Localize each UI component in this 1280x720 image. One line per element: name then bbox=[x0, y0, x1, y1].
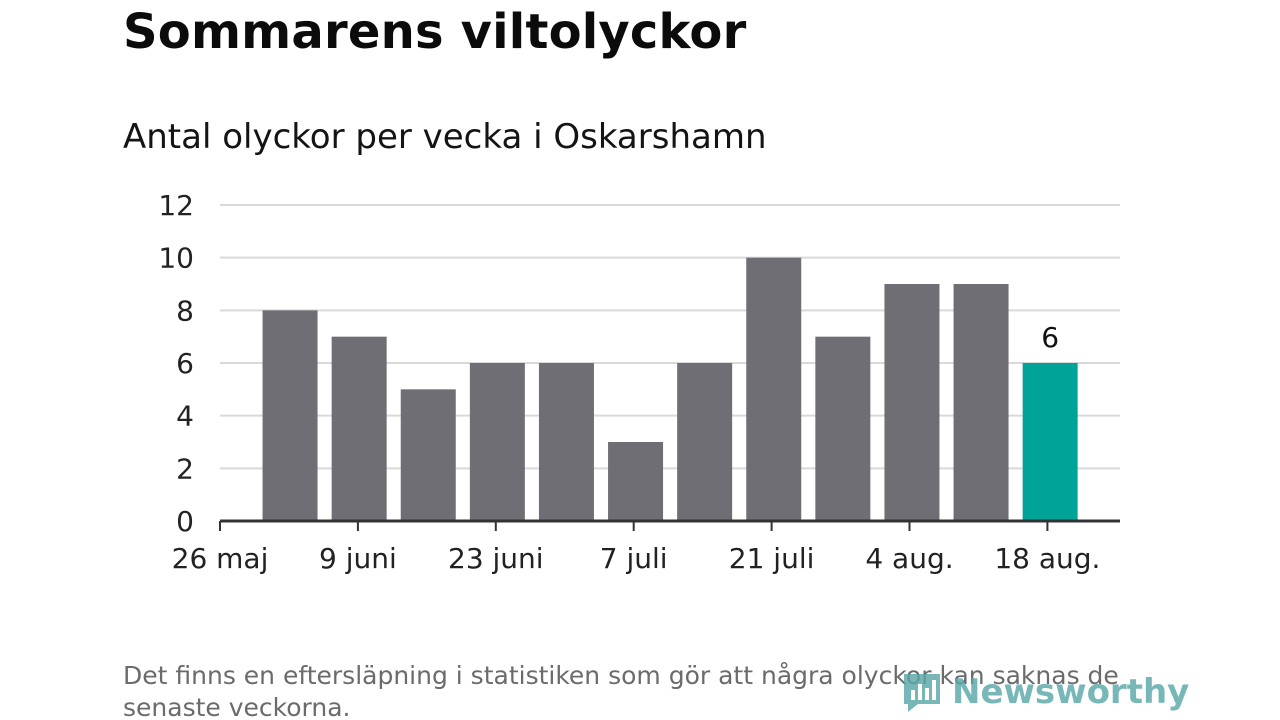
x-tick-label: 4 aug. bbox=[865, 542, 953, 575]
bar bbox=[538, 363, 594, 521]
bar bbox=[953, 284, 1009, 521]
bar bbox=[884, 284, 940, 521]
bar bbox=[608, 442, 664, 521]
y-tick-label: 0 bbox=[176, 505, 194, 538]
bar bbox=[677, 363, 733, 521]
bar bbox=[262, 310, 318, 521]
bar bbox=[400, 389, 456, 521]
x-tick-label: 7 juli bbox=[600, 542, 668, 575]
y-tick-label: 6 bbox=[176, 347, 194, 380]
bar-chart: 0 2 4 6 8 10 12 6 26 maj 9 juni 23 juni 7 juli 21 ju… bbox=[158, 189, 1120, 575]
logo-text: Newsworthy bbox=[952, 672, 1190, 712]
bar bbox=[331, 336, 387, 521]
x-tick-label: 23 juni bbox=[448, 542, 544, 575]
y-tick-label: 4 bbox=[176, 400, 194, 433]
bar-highlight bbox=[1022, 363, 1078, 521]
x-tick-label: 9 juni bbox=[319, 542, 397, 575]
data-label: 6 bbox=[1041, 321, 1059, 354]
x-tick-label: 26 maj bbox=[172, 542, 269, 575]
y-tick-label: 10 bbox=[158, 242, 194, 275]
newsworthy-logo: Newsworthy bbox=[900, 668, 1189, 716]
y-tick-label: 2 bbox=[176, 452, 194, 485]
bar bbox=[746, 257, 802, 521]
y-tick-label: 12 bbox=[158, 189, 194, 222]
x-tick-label: 21 juli bbox=[729, 542, 815, 575]
footnote: Det finns en eftersläpning i statistiken… bbox=[123, 661, 1119, 720]
y-tick-label: 8 bbox=[176, 294, 194, 327]
bar bbox=[815, 336, 871, 521]
chart-subtitle: Antal olyckor per vecka i Oskarshamn bbox=[123, 117, 767, 157]
chart-title: Sommarens viltolyckor bbox=[123, 4, 747, 60]
bar bbox=[469, 363, 525, 521]
x-tick-label: 18 aug. bbox=[994, 542, 1100, 575]
newsworthy-logo-icon bbox=[904, 674, 940, 712]
